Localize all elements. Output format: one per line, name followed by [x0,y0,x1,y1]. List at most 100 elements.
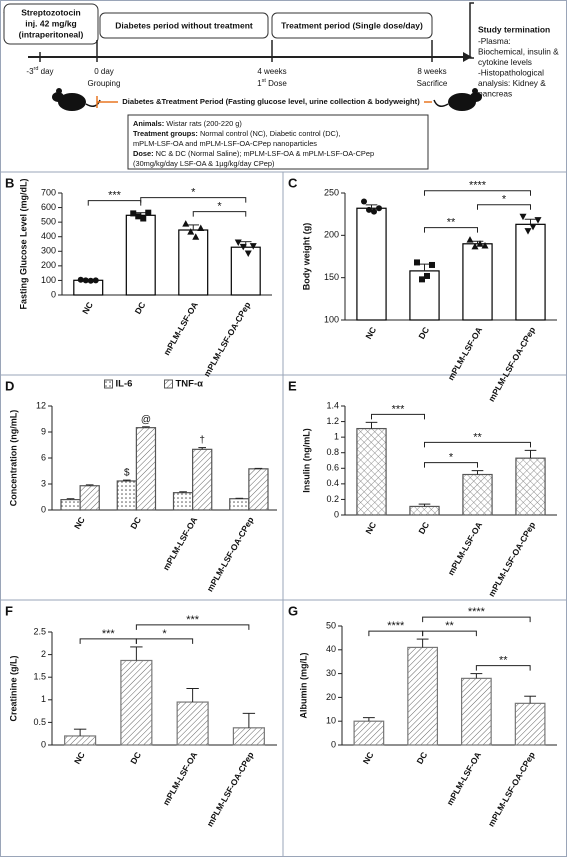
y-tick-label: 200 [324,230,339,240]
timeline-label: Sacrifice [417,79,448,88]
panel-label: G [288,603,298,618]
info-text: (30mg/kg/day LSF-OA & 1µg/kg/day CPep) [133,159,274,168]
y-tick-label: 0.6 [326,463,339,473]
y-tick-label: 0.8 [326,447,339,457]
bar [178,229,209,296]
y-tick-label: 150 [324,272,339,282]
bar [460,677,492,746]
timeline-ticks [39,40,433,62]
y-tick-label: 0 [334,509,339,519]
data-point [376,205,382,212]
chart: D 0 3 6 9 12 Concentration (ng/mL) NC DC $ @ mPLM-L… [5,378,277,593]
significance-label: ** [499,655,508,667]
y-tick-label: 300 [41,246,56,256]
timeline-label-part: day [38,67,53,76]
x-tick-label: mPLM-LSF-OA [444,750,483,807]
x-tick-label: NC [72,515,87,531]
y-tick-label: 1.4 [326,400,339,410]
data-point [249,243,257,250]
chart: C 100 150 200 250 Body weight (g) NC DC mPLM-LSF… [288,175,557,403]
legend-label: IL-6 [116,379,133,390]
bar [230,246,261,296]
bar [248,468,269,511]
y-tick-label: 3 [41,478,46,488]
significance-label: * [217,201,222,213]
rat-icon [433,88,482,111]
x-tick-label: mPLM-LSF-OA-CPep [486,520,537,598]
error-bar [416,638,429,648]
y-tick-label: 10 [326,716,336,726]
error-bar [73,728,87,736]
annotation: $ [124,468,130,479]
error-bar [524,218,537,225]
panel-label: B [5,175,14,190]
data-point [524,228,532,235]
data-point [529,223,537,231]
treatment-box [271,12,433,39]
x-tick-label: mPLM-LSF-OA [161,750,200,807]
y-axis-label: Albumin (mg/L) [298,653,308,719]
period-box-text: Diabetes period without treatment [115,20,253,30]
y-tick-label: 20 [326,692,336,702]
significance-label: **** [387,620,405,632]
termination-text: Biochemical, insulin & [478,47,559,57]
bar [60,499,81,511]
bar [116,480,137,511]
y-tick-label: 50 [326,620,336,630]
y-axis-label: Concentration (ng/mL) [8,410,18,507]
chart: F 0 0.5 1 1.5 2 2.5 Creatinine (g/L) NC DC mPLM-LS… [5,603,277,828]
significance-label: ** [473,431,482,443]
data-point [140,215,147,222]
info-line: (30mg/kg/day LSF-OA & 1µg/kg/day CPep) [133,159,274,168]
data-point [130,210,137,217]
stz-text: Streptozotocin [21,7,81,17]
bar [192,448,213,511]
timeline-arrow [463,52,472,62]
data-point [371,208,377,215]
info-text: NC & DC (Normal Saline); mPLM-LSF-OA & m… [154,149,375,158]
error-bar [186,688,199,703]
stz-text: inj. 42 mg/kg [25,18,77,28]
bar [409,505,440,516]
timeline-label-sup: rd [34,66,39,72]
error-bar [365,421,378,429]
significance-bracket [135,624,250,630]
error-bar [471,240,484,244]
info-line: Dose: NC & DC (Normal Saline); mPLM-LSF-… [133,149,374,158]
data-point [424,272,430,279]
panel-label: C [288,175,298,190]
treatment-box-text: Treatment period (Single dose/day) [281,20,423,30]
bar [176,701,209,746]
error-bar [524,695,537,704]
legend-swatch [164,379,173,389]
y-tick-label: 0 [41,739,46,749]
bar [515,457,546,516]
bar [125,214,156,296]
timeline-label: 4 weeks [257,67,286,76]
significance-bracket [424,441,531,448]
termination-bracket [469,2,474,59]
bar [356,207,387,321]
x-tick-label: mPLM-LSF-OA [161,300,200,357]
significance-bracket [424,190,531,196]
timeline-label: 8 weeks [417,67,446,76]
stz-text: (intraperitoneal) [19,29,84,39]
timeline-label: 0 day [94,67,114,76]
info-text: Wistar rats (200-220 g) [164,119,242,128]
info-line: Treatment groups: Normal control (NC), D… [133,129,340,138]
panel-label: F [5,603,13,618]
annotation: @ [141,414,151,425]
data-point [82,277,89,284]
x-tick-label: DC [415,750,430,766]
significance-bracket [140,197,247,203]
y-tick-label: 40 [326,644,336,654]
data-point [519,213,527,221]
y-tick-label: 0.4 [326,478,339,488]
y-tick-label: 400 [41,231,56,241]
error-bar [179,491,187,493]
y-tick-label: 0 [331,739,336,749]
error-bar [142,426,150,428]
bar [135,427,157,511]
